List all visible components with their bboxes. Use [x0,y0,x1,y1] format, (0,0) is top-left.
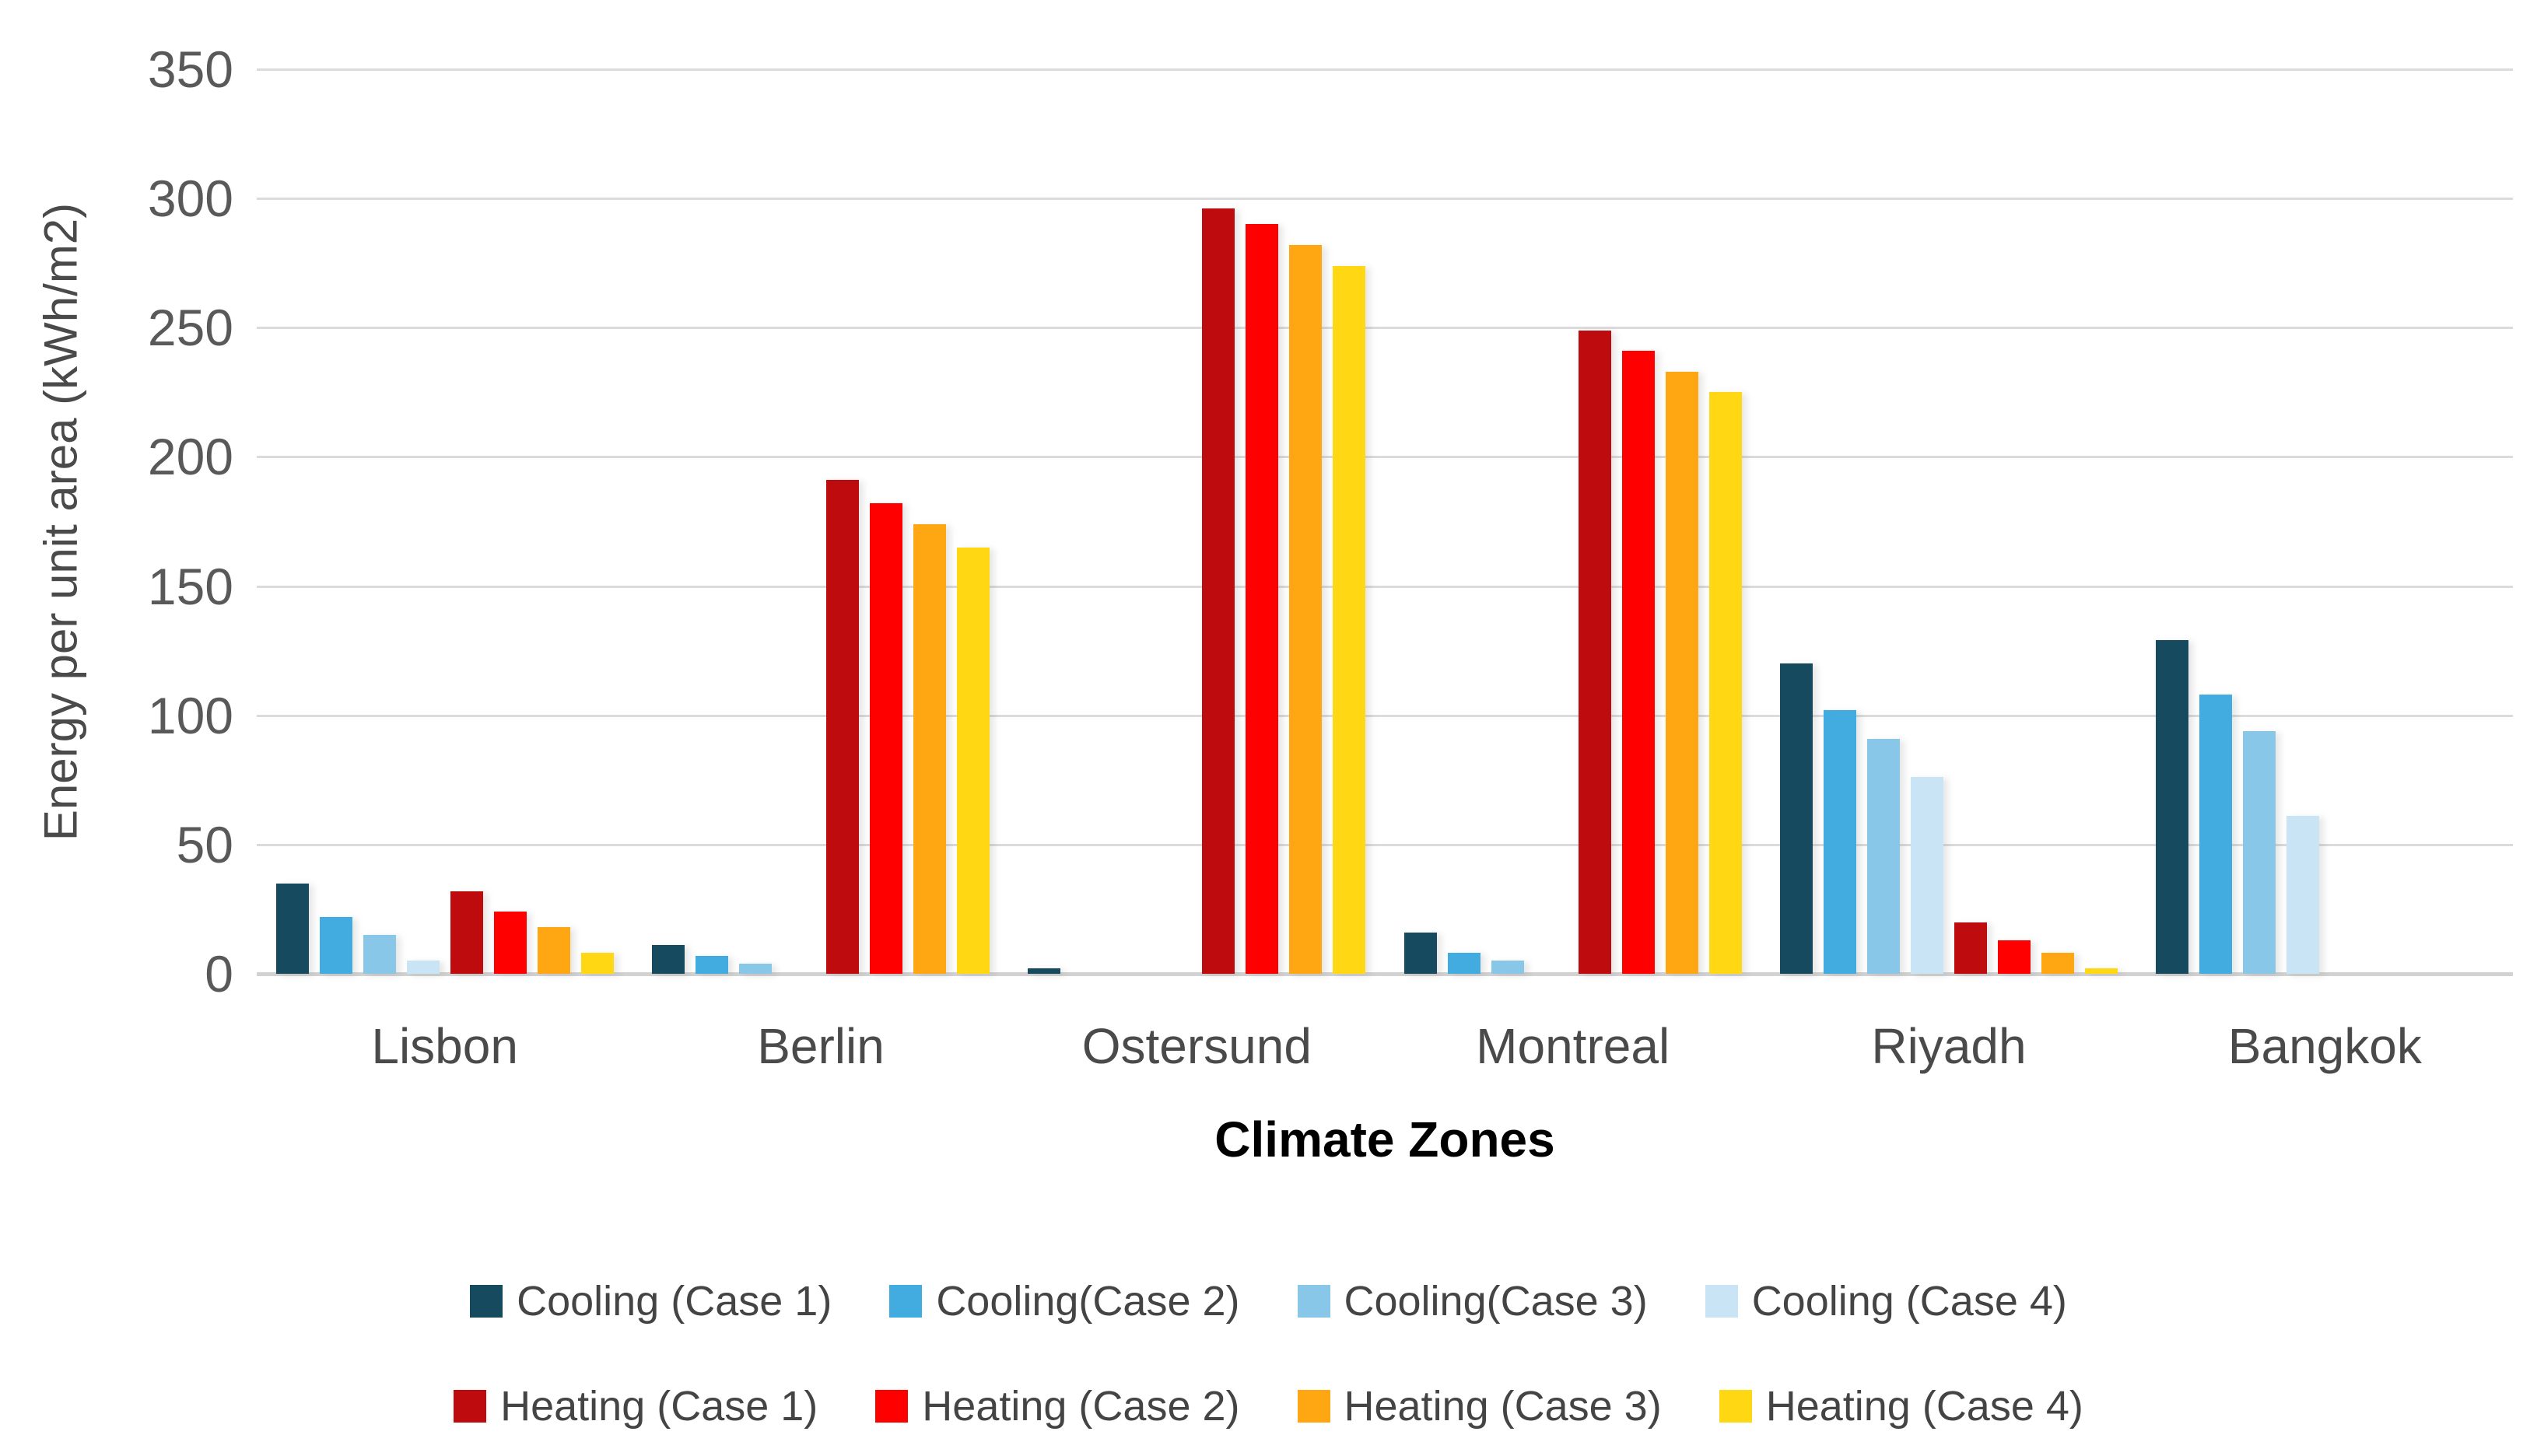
legend-row-2: Heating (Case 1) Heating (Case 2) Heating … [0,1385,2537,1427]
legend-label-heating-case-2: Heating (Case 2) [922,1383,1240,1430]
bar-montreal-heating-case-2 [1621,351,1655,974]
bar-berlin-heating-case-1 [826,480,859,974]
bar-riyadh-cooling-case-2 [1824,710,1856,974]
x-category-label-bangkok: Bangkok [2227,1018,2422,1074]
y-axis-title: Energy per unit area (kWh/m2) [34,202,87,841]
bar-berlin-heating-case-2 [870,503,902,974]
bar-lisbon-heating-case-4 [580,953,614,974]
bar-bangkok-cooling-case-1 [2156,640,2189,974]
bar-riyadh-heating-case-1 [1954,922,1987,974]
x-category-label-montreal: Montreal [1476,1018,1670,1074]
legend-item-heating-case-1: Heating (Case 1) [454,1385,818,1427]
bar-bangkok-cooling-case-4 [2286,816,2320,974]
bar-lisbon-heating-case-2 [493,912,527,974]
legend-label-heating-case-1: Heating (Case 1) [500,1383,818,1430]
gridline-150 [257,585,2513,588]
y-tick-label-350: 350 [147,40,233,98]
legend-row-1: Cooling (Case 1) Cooling(Case 2) Cooling(C… [0,1280,2537,1322]
bar-montreal-heating-case-3 [1665,371,1698,974]
gridline-50 [257,843,2513,846]
bar-bangkok-cooling-case-2 [2199,695,2233,974]
legend-item-heating-case-3: Heating (Case 3) [1297,1383,1662,1430]
legend-swatch-cooling-case-4 [1705,1285,1738,1318]
legend-label-cooling-case-2: Cooling(Case 2) [936,1278,1240,1325]
bar-lisbon-cooling-case-1 [275,883,309,974]
bar-ostersund-heating-case-3 [1289,244,1323,974]
legend-item-heating-case-2: Heating (Case 2) [875,1383,1240,1430]
bar-montreal-heating-case-4 [1708,392,1742,974]
legend-item-cooling-case-1: Cooling (Case 1) [470,1280,832,1322]
x-category-label-ostersund: Ostersund [1081,1018,1312,1074]
bar-lisbon-heating-case-1 [450,891,483,974]
bar-berlin-cooling-case-3 [739,963,772,974]
y-tick-label-300: 300 [147,170,233,228]
bar-riyadh-heating-case-2 [1998,940,2031,974]
bar-ostersund-heating-case-4 [1333,265,1366,974]
bar-berlin-heating-case-4 [957,547,990,974]
x-category-label-lisbon: Lisbon [371,1018,518,1074]
legend-label-cooling-case-3: Cooling(Case 3) [1344,1278,1648,1325]
y-tick-label-0: 0 [205,945,233,1003]
y-tick-label-150: 150 [147,557,233,615]
bar-lisbon-heating-case-3 [537,927,570,974]
bar-montreal-cooling-case-3 [1491,961,1524,974]
bar-berlin-cooling-case-2 [696,955,728,974]
legend-label-heating-case-4: Heating (Case 4) [1765,1383,2083,1430]
gridline-200 [257,456,2513,459]
legend-item-heating-case-4: Heating (Case 4) [1719,1385,2083,1427]
legend-item-cooling-case-4: Cooling (Case 4) [1705,1280,2067,1322]
bar-ostersund-heating-case-1 [1202,208,1235,974]
bar-riyadh-cooling-case-4 [1911,777,1943,974]
x-category-label-riyadh: Riyadh [1871,1018,2027,1074]
legend-item-cooling-case-2: Cooling(Case 2) [889,1278,1240,1325]
y-tick-label-250: 250 [147,299,233,357]
legend-swatch-heating-case-1 [454,1390,487,1423]
bar-berlin-heating-case-3 [913,523,946,974]
bar-lisbon-cooling-case-2 [319,916,352,974]
legend-swatch-cooling-case-3 [1297,1285,1330,1318]
y-tick-label-50: 50 [176,815,233,873]
legend-swatch-cooling-case-1 [470,1285,503,1318]
x-axis-title: Climate Zones [1214,1111,1555,1167]
x-category-label-berlin: Berlin [757,1018,885,1074]
legend-item-cooling-case-3: Cooling(Case 3) [1297,1278,1648,1325]
bar-ostersund-cooling-case-1 [1028,968,1061,974]
bar-lisbon-cooling-case-3 [363,935,396,974]
gridline-250 [257,327,2513,330]
bar-montreal-cooling-case-2 [1447,953,1481,974]
legend-label-cooling-case-1: Cooling (Case 1) [517,1278,832,1325]
gridline-350 [257,68,2513,71]
bar-bangkok-cooling-case-3 [2243,730,2276,974]
bar-ostersund-heating-case-2 [1246,224,1279,974]
bar-lisbon-cooling-case-4 [406,961,440,974]
legend-swatch-heating-case-3 [1297,1390,1330,1423]
legend-swatch-heating-case-4 [1719,1390,1752,1423]
gridline-300 [257,198,2513,201]
legend-label-cooling-case-4: Cooling (Case 4) [1751,1278,2067,1325]
bar-riyadh-cooling-case-1 [1780,663,1813,974]
x-axis-line [257,972,2513,976]
bar-riyadh-cooling-case-3 [1867,738,1900,974]
legend-label-heating-case-3: Heating (Case 3) [1344,1383,1662,1430]
legend-swatch-heating-case-2 [875,1390,909,1423]
bar-montreal-heating-case-1 [1578,330,1611,974]
gridline-100 [257,714,2513,717]
bar-riyadh-heating-case-3 [2041,953,2074,974]
bar-montreal-cooling-case-1 [1403,932,1437,974]
y-tick-label-200: 200 [147,428,233,486]
legend-swatch-cooling-case-2 [889,1285,923,1318]
y-tick-label-100: 100 [147,686,233,744]
bar-berlin-cooling-case-1 [652,945,685,974]
bar-riyadh-heating-case-4 [2085,968,2118,974]
